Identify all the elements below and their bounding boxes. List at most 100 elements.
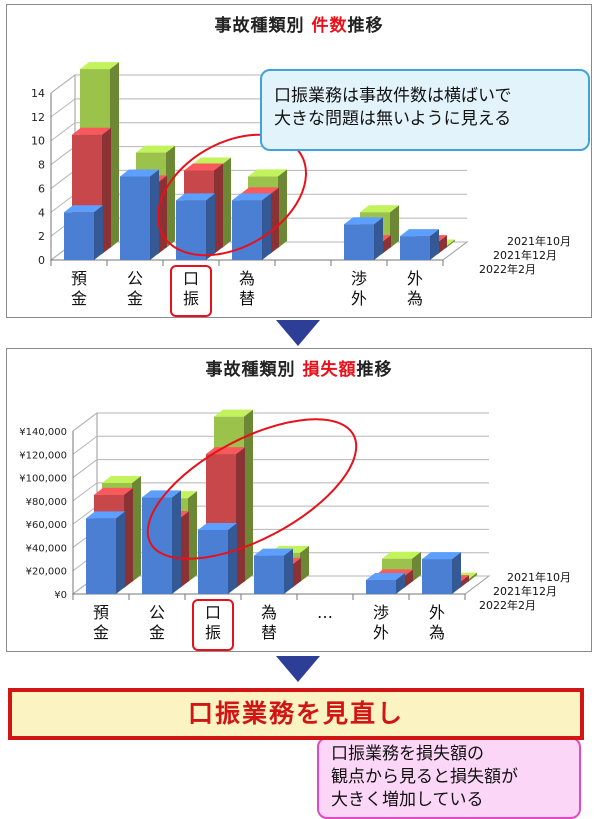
bar-side — [236, 447, 245, 588]
bar — [254, 555, 284, 594]
title-prefix: 事故種類別 — [214, 16, 305, 36]
bar-side — [412, 551, 421, 582]
category-highlight-box — [170, 265, 212, 317]
bar-top — [248, 169, 287, 177]
bar-top — [94, 487, 133, 495]
y-tick-label: 0 — [38, 254, 45, 267]
bar-side — [300, 545, 309, 582]
y-tick-label: ¥120,000 — [19, 450, 67, 461]
bar-side — [278, 169, 287, 248]
bar-top — [192, 157, 231, 165]
x-category-label: 為 — [407, 289, 423, 308]
bar-side — [438, 235, 447, 254]
x-category-label: 公 — [127, 269, 143, 288]
callout-line: 口振業務は事故件数は横ばいで — [274, 86, 512, 106]
x-category-label: 為 — [261, 603, 277, 622]
loss-chart-svg: ¥0 ¥20,000 ¥40,000 ¥60,000 ¥80,000 ¥100,000 ¥1… — [19, 409, 571, 651]
callout-line: 観点から見ると損失額が — [331, 767, 518, 787]
series-label: 2021年10月 — [507, 570, 571, 584]
x-category-label: 為 — [429, 623, 445, 642]
gridline — [72, 459, 98, 478]
bar-top — [344, 217, 383, 225]
callout-loss: 口振業務を損失額の 観点から見ると損失額が 大きく増加している — [317, 737, 581, 819]
series-label: 2021年12月 — [493, 584, 557, 598]
x-category-label: 公 — [149, 603, 165, 622]
category-highlight-box — [192, 599, 234, 651]
bar-side — [228, 522, 237, 594]
series-label: 2022年2月 — [479, 262, 536, 276]
bar-side — [222, 157, 231, 248]
x-category-label: 替 — [261, 623, 277, 642]
y-tick-label: 2 — [38, 230, 45, 243]
callout-line: 口振業務を損失額の — [331, 744, 484, 764]
bar-side — [390, 205, 399, 248]
bar-top — [136, 145, 175, 153]
series-label: 2022年2月 — [479, 598, 536, 612]
bar-side — [180, 511, 189, 588]
conclusion-box: 口振業務を見直し — [8, 688, 584, 740]
bar-top — [382, 551, 421, 559]
gridline — [72, 435, 98, 455]
bar-side — [116, 511, 125, 594]
bar-top — [232, 193, 271, 201]
highlight-ellipse — [146, 418, 358, 560]
x-category-label: 外 — [407, 269, 423, 288]
bar-top — [184, 163, 223, 171]
count-chart-svg: 02468101214預金公金口振為替渉外外為2021年10月2021年12月2… — [31, 62, 571, 317]
bar-top — [422, 552, 461, 560]
bar — [400, 236, 430, 260]
y-tick-label: ¥20,000 — [26, 567, 67, 578]
series-label: 2021年12月 — [493, 248, 557, 262]
bar-top — [80, 62, 119, 70]
bar-top — [86, 511, 125, 519]
bar-top — [254, 548, 293, 556]
x-category-label: 口 — [183, 269, 199, 288]
x-category-label: 振 — [183, 289, 199, 308]
bar-side — [188, 491, 197, 582]
x-category-label: 外 — [373, 623, 389, 642]
bar — [366, 580, 396, 594]
bar-top — [120, 169, 159, 177]
x-category-label: 渉 — [373, 603, 389, 622]
bar-side — [430, 229, 439, 260]
y-tick-label: 8 — [38, 159, 45, 172]
bar-top — [102, 476, 141, 484]
bar-top — [198, 522, 237, 530]
bar-side — [172, 490, 181, 594]
y-tick-label: ¥60,000 — [26, 520, 67, 531]
chart-panel-count: 事故種類別 件数推移 0 2 4 6 8 10 12 14 預金公金口振為替渉外外為 2021年1… — [6, 4, 592, 318]
bar-top — [366, 573, 405, 581]
bar-top — [72, 127, 111, 135]
x-category-label: 金 — [127, 289, 143, 308]
gridline — [50, 122, 76, 142]
x-category-label: 預 — [71, 269, 87, 288]
bar-side — [452, 552, 461, 594]
bar — [232, 200, 262, 260]
x-category-label: 為 — [239, 269, 255, 288]
y-tick-label: 12 — [31, 111, 45, 124]
bar-top — [240, 187, 279, 195]
gridline — [50, 74, 76, 94]
callout-count: 口振業務は事故件数は横ばいで 大きな問題は無いように見える — [260, 69, 590, 151]
gridline — [50, 193, 76, 213]
bar-side — [396, 573, 405, 594]
gridline — [50, 146, 76, 165]
y-tick-label: 6 — [38, 182, 45, 195]
bar — [422, 559, 452, 594]
bar-top — [360, 205, 399, 213]
bar — [120, 176, 150, 260]
bar-side — [124, 487, 133, 588]
down-arrow-icon — [276, 320, 320, 346]
bar-side — [382, 235, 391, 254]
title-suffix: 推移 — [347, 16, 384, 36]
bar-side — [404, 569, 413, 588]
y-tick-label: ¥80,000 — [26, 497, 67, 508]
bar — [198, 529, 228, 594]
bar-side — [374, 217, 383, 260]
bar-side — [446, 239, 455, 248]
x-category-label: 預 — [93, 603, 109, 622]
bar — [142, 497, 172, 594]
x-category-label: 金 — [93, 623, 109, 642]
y-tick-label: ¥100,000 — [19, 474, 67, 485]
callout-line: 大きく増加している — [331, 790, 484, 810]
